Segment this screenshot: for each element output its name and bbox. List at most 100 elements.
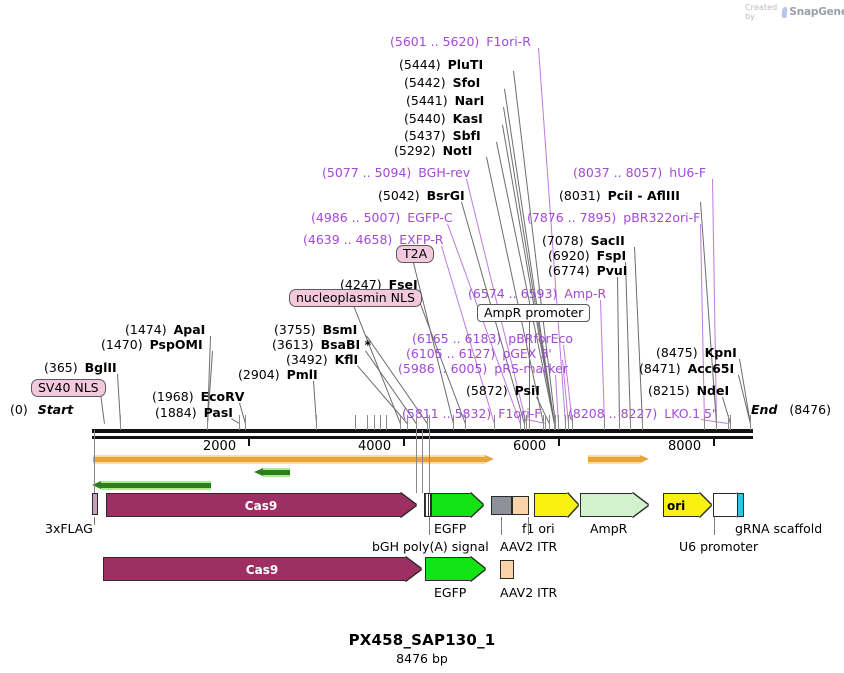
feature-callout-label[interactable]: nucleoplasmin NLS xyxy=(289,289,422,307)
feature-callout-label[interactable]: T2A xyxy=(396,245,435,263)
feature-cas9-row2[interactable]: Cas9 xyxy=(103,557,421,581)
restriction-site-label[interactable]: (6920) FspI xyxy=(548,249,626,262)
primer-site-label[interactable]: (4986 .. 5007) EGFP-C xyxy=(311,211,453,224)
feature-egfp-row2[interactable] xyxy=(425,557,485,581)
feature-arrowhead xyxy=(632,493,648,517)
site-name: NarI xyxy=(454,93,485,108)
feature-egfp[interactable] xyxy=(431,493,483,517)
feature-body xyxy=(491,496,512,515)
site-name: pBR322ori-F xyxy=(623,210,701,225)
feature-caption: AAV2 ITR xyxy=(500,585,558,600)
site-position: (1474) xyxy=(125,322,167,337)
restriction-site-label[interactable]: (3492) KflI xyxy=(286,353,358,366)
primer-site-label[interactable]: (5077 .. 5094) BGH-rev xyxy=(322,166,470,179)
feature-callout-label[interactable]: SV40 NLS xyxy=(31,379,106,397)
feature-caption: AmpR xyxy=(590,521,628,536)
feature-aav2-itr-2[interactable] xyxy=(512,496,529,515)
site-name: KpnI xyxy=(704,345,737,360)
restriction-site-label[interactable]: (8471) Acc65I xyxy=(639,362,734,375)
restriction-site-label[interactable]: (2904) PmlI xyxy=(238,368,318,381)
restriction-site-label[interactable]: (8475) KpnI xyxy=(656,346,737,359)
site-name: PasI xyxy=(203,405,233,420)
restriction-site-label[interactable]: (1884) PasI xyxy=(155,406,233,419)
site-position: (5077 .. 5094) xyxy=(322,165,412,180)
restriction-site-label[interactable]: (6774) PvuI xyxy=(548,264,627,277)
feature-cas9[interactable]: Cas9 xyxy=(106,493,416,517)
start-marker: (0) Start xyxy=(10,403,73,416)
site-position: (4639 .. 4658) xyxy=(303,232,393,247)
feature-ori[interactable]: ori xyxy=(663,493,711,517)
feature-aav2-itr-row2[interactable] xyxy=(500,560,514,579)
primer-arrow[interactable] xyxy=(93,455,494,464)
restriction-site-label[interactable]: (5042) BsrGI xyxy=(378,189,465,202)
site-position: (6165 .. 6183) xyxy=(412,331,502,346)
site-name: SfoI xyxy=(452,75,481,90)
restriction-site-tick xyxy=(545,415,546,430)
site-position: (5042) xyxy=(378,188,420,203)
feature-aav2-itr[interactable] xyxy=(491,496,512,515)
feature-caption: bGH poly(A) signal xyxy=(372,539,489,554)
primer-arrow[interactable] xyxy=(92,481,211,490)
restriction-site-label[interactable]: (5442) SfoI xyxy=(404,76,480,89)
primer-site-label[interactable]: (8037 .. 8057) hU6-F xyxy=(573,166,706,179)
feature-3xflag[interactable] xyxy=(92,493,98,515)
feature-body xyxy=(431,493,470,517)
restriction-site-label[interactable]: (5292) NotI xyxy=(394,144,472,157)
restriction-site-label[interactable]: (5437) SbfI xyxy=(404,129,481,142)
restriction-site-tick xyxy=(380,415,381,430)
restriction-site-tick xyxy=(604,415,605,430)
restriction-site-label[interactable]: (3613) BsaBI * xyxy=(272,338,371,351)
primer-site-label[interactable]: (8208 .. 8227) LKO.1 5' xyxy=(568,407,715,420)
feature-body xyxy=(512,496,529,515)
restriction-site-label[interactable]: (8215) NdeI xyxy=(648,384,729,397)
primer-site-label[interactable]: (5601 .. 5620) F1ori-R xyxy=(390,35,531,48)
primer-site-label[interactable]: (5986 .. 6005) pRS-marker xyxy=(398,362,568,375)
feature-bgh-poly-a-signal[interactable] xyxy=(424,493,431,517)
primer-site-label[interactable]: (5811 .. 5832) F1ori-F xyxy=(402,407,541,420)
restriction-site-label[interactable]: (5441) NarI xyxy=(406,94,484,107)
site-position: (8031) xyxy=(559,188,601,203)
site-position: (6574 .. 6593) xyxy=(468,286,558,301)
restriction-site-label[interactable]: (5872) PsiI xyxy=(466,384,540,397)
primer-site-label[interactable]: (6574 .. 6593) Amp-R xyxy=(468,287,606,300)
ruler-tick xyxy=(713,439,715,446)
restriction-site-label[interactable]: (4247) FseI xyxy=(340,278,418,291)
site-name: hU6-F xyxy=(669,165,707,180)
feature-body xyxy=(103,557,405,581)
site-name: NotI xyxy=(442,143,473,158)
feature-ampr[interactable] xyxy=(580,493,648,517)
site-name: EcoRV xyxy=(200,389,245,404)
site-name: KasI xyxy=(452,111,483,126)
site-name: BGH-rev xyxy=(418,165,471,180)
restriction-site-label[interactable]: (1470) PspOMI xyxy=(101,338,203,351)
restriction-site-label[interactable]: (1474) ApaI xyxy=(125,323,205,336)
feature-arrowhead xyxy=(405,557,421,581)
primer-site-label[interactable]: (4639 .. 4658) EXFP-R xyxy=(303,233,443,246)
primer-site-label[interactable]: (7876 .. 7895) pBR322ori-F xyxy=(527,211,700,224)
restriction-site-label[interactable]: (8031) PciI - AflIII xyxy=(559,189,680,202)
restriction-site-label[interactable]: (365) BglII xyxy=(44,361,117,374)
restriction-site-tick xyxy=(207,415,208,430)
primer-arrow[interactable] xyxy=(588,455,649,464)
feature-body xyxy=(425,557,470,581)
restriction-site-label[interactable]: (3755) BsmI xyxy=(274,323,357,336)
site-name: Acc65I xyxy=(687,361,735,376)
restriction-site-label[interactable]: (5444) PluTI xyxy=(399,58,483,71)
feature-arrowhead xyxy=(470,493,483,517)
watermark-brand: SnapGene xyxy=(789,6,844,18)
restriction-site-label[interactable]: (5440) KasI xyxy=(404,112,483,125)
primer-arrow[interactable] xyxy=(254,468,290,477)
feature-connector xyxy=(94,517,95,525)
primer-site-label[interactable]: (6105 .. 6127) pGEX 3' xyxy=(406,347,552,360)
primer-site-label[interactable]: (6165 .. 6183) pBRforEco xyxy=(412,332,573,345)
restriction-site-label[interactable]: (7078) SacII xyxy=(542,234,625,247)
restriction-site-label[interactable]: (1968) EcoRV xyxy=(152,390,244,403)
site-position: (8475) xyxy=(656,345,698,360)
site-name: ApaI xyxy=(173,322,206,337)
site-name: PmlI xyxy=(286,367,318,382)
feature-callout-label[interactable]: AmpR promoter xyxy=(477,304,591,322)
restriction-site-tick xyxy=(529,415,530,430)
feature-f1-ori[interactable] xyxy=(534,493,578,517)
feature-grna-scaffold[interactable] xyxy=(737,493,744,517)
site-position: (5292) xyxy=(394,143,436,158)
